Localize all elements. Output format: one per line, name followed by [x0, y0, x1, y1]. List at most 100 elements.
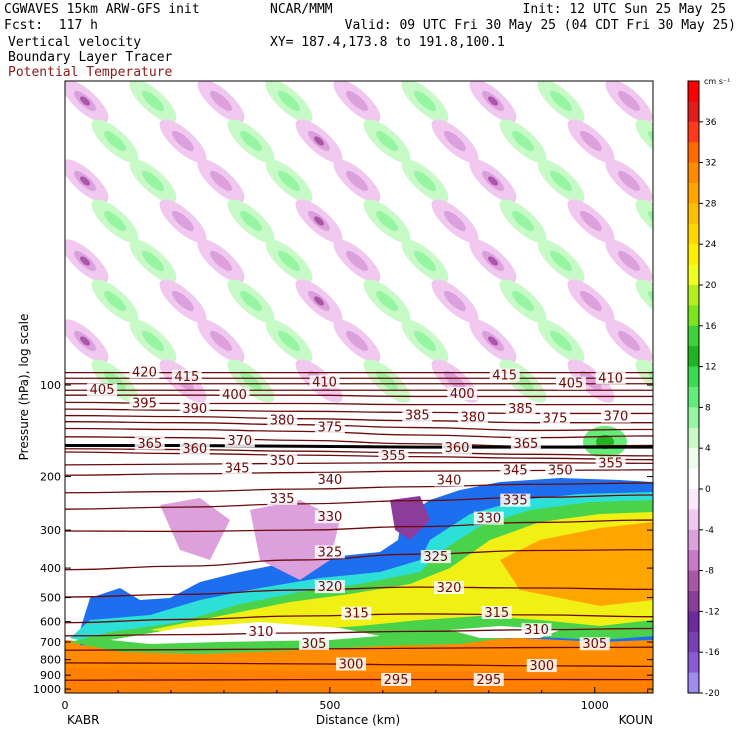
theta-label: 400 [450, 387, 475, 402]
theta-label: 365 [137, 437, 162, 452]
colorbar-label: -4 [705, 526, 714, 536]
theta-label: 310 [249, 625, 274, 640]
colorbar-bin [688, 285, 699, 306]
theta-label: 375 [543, 412, 568, 427]
theta-label-bg [457, 410, 488, 424]
theta-label: 405 [90, 383, 115, 398]
theta-label-bg [341, 606, 372, 620]
wave-cell [333, 159, 381, 203]
theta-label-bg [267, 454, 298, 468]
wave-core [550, 90, 572, 112]
wave-cell [65, 81, 109, 123]
theta-label-bg [267, 491, 298, 505]
vertical-velocity-field [65, 81, 653, 403]
wave-cell [265, 319, 313, 363]
theta-label: 385 [405, 409, 430, 424]
theta-label-bg [434, 473, 465, 487]
wave-cell [91, 119, 139, 163]
valid-time: Valid: 09 UTC Fri 30 May 25 (04 CDT Fri … [344, 18, 736, 33]
wave-core [444, 370, 466, 392]
colorbar-bin [688, 509, 699, 531]
theta-label-bg [500, 463, 531, 477]
theta-label: 320 [317, 580, 342, 595]
theta-label: 395 [132, 397, 157, 412]
theta-contour-375 [65, 427, 653, 439]
wave-core-strong [488, 336, 498, 346]
colorbar-bin [688, 142, 699, 164]
theta-label: 360 [445, 441, 470, 456]
wave-cell [197, 319, 245, 363]
theta-contour-labels: 420 415 410 415 405 410 405 400 400 395 390 385 385 3… [87, 365, 631, 688]
theta-label-bg [87, 383, 118, 397]
theta-contour-305 [65, 646, 653, 651]
wave-cell [499, 199, 547, 243]
y-tick-label: 800 [40, 654, 61, 667]
wave-cell [401, 159, 449, 203]
wave-cell [605, 81, 653, 123]
colorbar-bin [688, 489, 699, 510]
colorbar-label: -8 [705, 567, 714, 577]
colorbar-bin [688, 264, 699, 286]
theta-contour-400 [65, 394, 653, 398]
y-tick-label: 900 [40, 669, 61, 682]
wave-core [240, 210, 262, 232]
theta-label-bg [600, 409, 631, 423]
colorbar-bin [688, 203, 699, 225]
theta-label-bg [314, 420, 345, 434]
wave-cell [65, 319, 109, 363]
wave-core [512, 290, 534, 312]
y-tick-label: 700 [40, 636, 61, 649]
theta-contour-335 [65, 494, 653, 510]
wave-cell [605, 239, 653, 283]
theta-label: 380 [460, 411, 485, 426]
theta-label: 295 [476, 673, 501, 688]
wave-core [142, 330, 164, 352]
downdraft-deep [390, 496, 430, 540]
wave-cell [469, 81, 517, 123]
wave-cell [537, 81, 585, 123]
colorbar-bin [688, 407, 699, 429]
colorbar-label: 16 [705, 322, 717, 332]
wave-cell [265, 81, 313, 123]
wave-core [278, 170, 300, 192]
theta-label-bg [521, 623, 552, 637]
theta-label-bg [222, 461, 253, 475]
theta-contour-355 [65, 451, 653, 461]
theta-label: 330 [317, 510, 342, 525]
colorbar-label: 32 [705, 159, 716, 169]
wave-core [376, 370, 398, 392]
theta-label-bg [473, 511, 504, 525]
wave-cell [635, 279, 653, 323]
colorbar-bin [688, 611, 699, 633]
colorbar-bin [688, 121, 699, 143]
wave-cell [65, 159, 109, 203]
y-tick-label: 600 [40, 616, 61, 629]
theta-label-bg [378, 448, 409, 462]
wave-core [278, 250, 300, 272]
wave-cell [401, 81, 449, 123]
theta-label-bg [267, 413, 298, 427]
theta-label-bg [489, 368, 520, 382]
wave-cell [401, 239, 449, 283]
wave-core [444, 210, 466, 232]
colorbar-bin [688, 183, 699, 204]
wave-core [240, 370, 262, 392]
distance-axis: 0 500 1000 [62, 687, 649, 712]
theta-label: 365 [513, 437, 538, 452]
theta-label-bg [224, 434, 255, 448]
theta-label: 390 [182, 402, 207, 417]
model-title: CGWAVES 15km ARW-GFS init [4, 2, 200, 17]
theta-contour-350 [65, 462, 653, 466]
wave-cell [295, 199, 343, 243]
y-axis-label: Pressure (hPa), log scale [17, 314, 31, 461]
colorbar-unit: cm s⁻¹ [704, 77, 730, 86]
wave-cell [499, 119, 547, 163]
theta-label: 345 [225, 461, 250, 476]
theta-label-bg [309, 375, 340, 389]
wave-core [376, 210, 398, 232]
y-tick-label: 100 [40, 379, 61, 392]
wave-core [278, 330, 300, 352]
theta-label: 300 [529, 659, 554, 674]
x-tick-label: 0 [62, 699, 69, 712]
colorbar-bin [688, 652, 699, 674]
